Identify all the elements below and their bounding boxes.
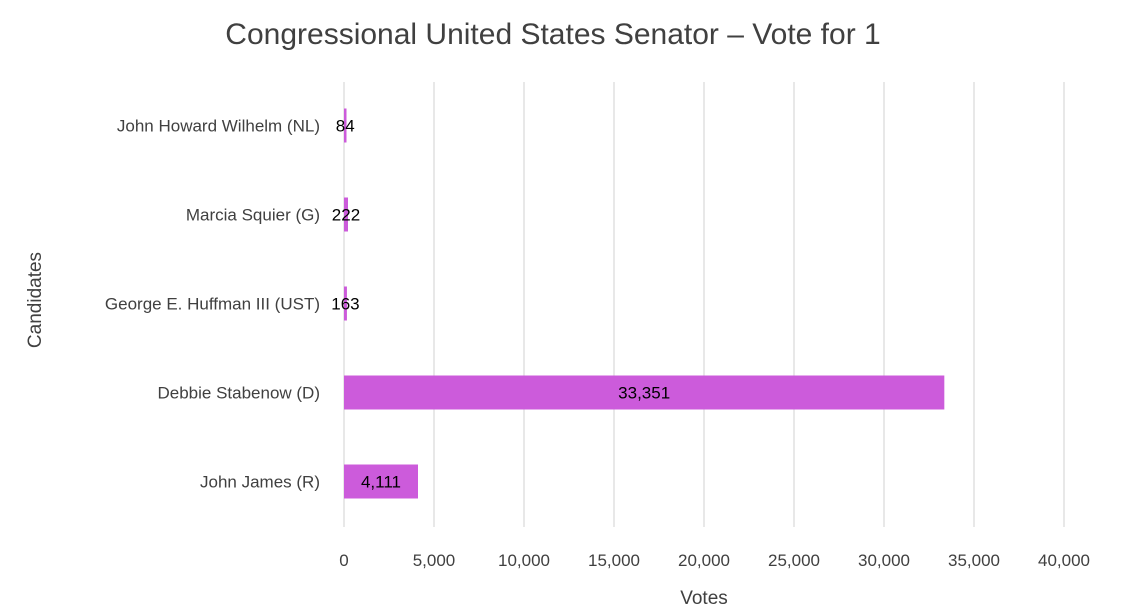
category-label: Marcia Squier (G) xyxy=(186,206,320,225)
bar xyxy=(344,375,945,410)
x-tick-label: 15,000 xyxy=(588,551,640,570)
data-labels: 4,111 33,351 163 222 84 xyxy=(331,117,670,492)
x-tick-label: 30,000 xyxy=(858,551,910,570)
bar xyxy=(344,464,418,499)
x-tick-label: 0 xyxy=(339,551,348,570)
category-label: John James (R) xyxy=(200,473,320,492)
x-tick-labels: 0 5,000 10,000 15,000 20,000 25,000 30,000 35,0… xyxy=(339,551,1090,570)
bar xyxy=(344,108,347,143)
x-tick-label: 40,000 xyxy=(1038,551,1090,570)
bar xyxy=(344,286,347,321)
bar xyxy=(344,197,348,232)
x-tick-label: 5,000 xyxy=(413,551,456,570)
bar-value-label: 84 xyxy=(336,117,355,136)
x-tick-label: 10,000 xyxy=(498,551,550,570)
bars xyxy=(344,108,945,499)
bar-value-label: 163 xyxy=(331,295,359,314)
gridlines xyxy=(343,82,1065,527)
bar-value-label: 33,351 xyxy=(618,384,670,403)
category-label: George E. Huffman III (UST) xyxy=(105,295,320,314)
y-axis-title: Candidates xyxy=(25,252,46,348)
chart-title: Congressional United States Senator – Vo… xyxy=(225,18,880,51)
category-label: Debbie Stabenow (D) xyxy=(157,384,320,403)
x-tick-label: 25,000 xyxy=(768,551,820,570)
x-tick-label: 35,000 xyxy=(948,551,1000,570)
x-axis-title: Votes xyxy=(680,588,728,609)
bar-value-label: 222 xyxy=(332,206,360,225)
category-labels: John James (R) Debbie Stabenow (D) George … xyxy=(105,117,320,492)
category-label: John Howard Wilhelm (NL) xyxy=(117,117,320,136)
x-tick-label: 20,000 xyxy=(678,551,730,570)
bar-value-label: 4,111 xyxy=(361,473,401,492)
